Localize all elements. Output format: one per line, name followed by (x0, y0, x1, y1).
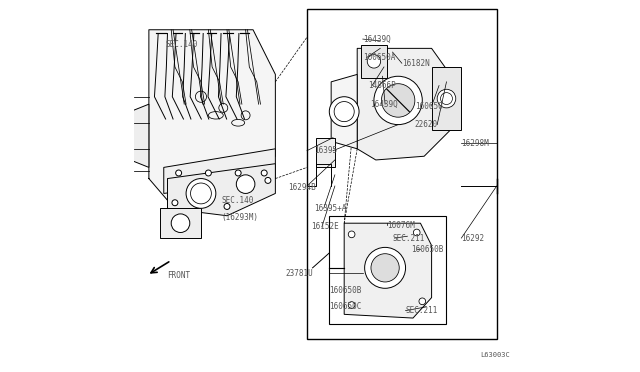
Polygon shape (168, 164, 275, 216)
Text: 16292: 16292 (461, 234, 484, 243)
Polygon shape (331, 74, 357, 149)
Circle shape (437, 89, 456, 108)
Circle shape (235, 170, 241, 176)
Polygon shape (316, 138, 335, 167)
Circle shape (172, 214, 190, 232)
Circle shape (371, 254, 399, 282)
Text: 14866P: 14866P (369, 81, 396, 90)
Polygon shape (357, 48, 450, 160)
Polygon shape (149, 30, 275, 205)
Text: 16439Q: 16439Q (363, 35, 390, 44)
Circle shape (236, 175, 255, 193)
Text: 160650B: 160650B (330, 286, 362, 295)
Circle shape (261, 170, 267, 176)
Circle shape (224, 203, 230, 209)
Polygon shape (131, 104, 149, 167)
Text: (16293M): (16293M) (221, 213, 259, 222)
Circle shape (413, 229, 420, 236)
Circle shape (374, 76, 422, 125)
Circle shape (172, 200, 178, 206)
Circle shape (381, 84, 415, 117)
Text: 22620: 22620 (415, 120, 438, 129)
Text: 16152E: 16152E (310, 222, 339, 231)
Circle shape (186, 179, 216, 208)
Text: 160650B: 160650B (411, 245, 444, 254)
Polygon shape (344, 223, 431, 318)
Text: 16182N: 16182N (402, 59, 429, 68)
Polygon shape (164, 149, 275, 193)
Polygon shape (361, 45, 387, 78)
Text: 23781U: 23781U (286, 269, 314, 278)
Circle shape (419, 298, 426, 305)
Text: SEC.211: SEC.211 (406, 306, 438, 315)
Text: SEC.211: SEC.211 (392, 234, 425, 243)
Circle shape (175, 170, 182, 176)
Polygon shape (431, 67, 461, 130)
Text: 160650: 160650 (415, 102, 443, 110)
Polygon shape (160, 208, 201, 238)
Text: 160650C: 160650C (330, 302, 362, 311)
Circle shape (205, 170, 211, 176)
Text: FRONT: FRONT (168, 271, 191, 280)
Text: SEC.140: SEC.140 (221, 196, 254, 205)
Text: 16298M: 16298M (461, 139, 489, 148)
Text: 16294B: 16294B (289, 183, 316, 192)
Circle shape (367, 55, 381, 68)
Circle shape (348, 302, 355, 308)
Circle shape (365, 247, 406, 288)
Circle shape (330, 97, 359, 126)
Circle shape (348, 231, 355, 238)
Text: 16076M: 16076M (387, 221, 415, 230)
Circle shape (265, 177, 271, 183)
Text: 160650A: 160650A (363, 53, 395, 62)
Text: 16395: 16395 (314, 146, 337, 155)
Text: L63003C: L63003C (480, 352, 509, 358)
Text: 16439Q: 16439Q (370, 100, 398, 109)
Text: 16395+A: 16395+A (314, 204, 347, 213)
Text: SEC.140: SEC.140 (166, 40, 198, 49)
